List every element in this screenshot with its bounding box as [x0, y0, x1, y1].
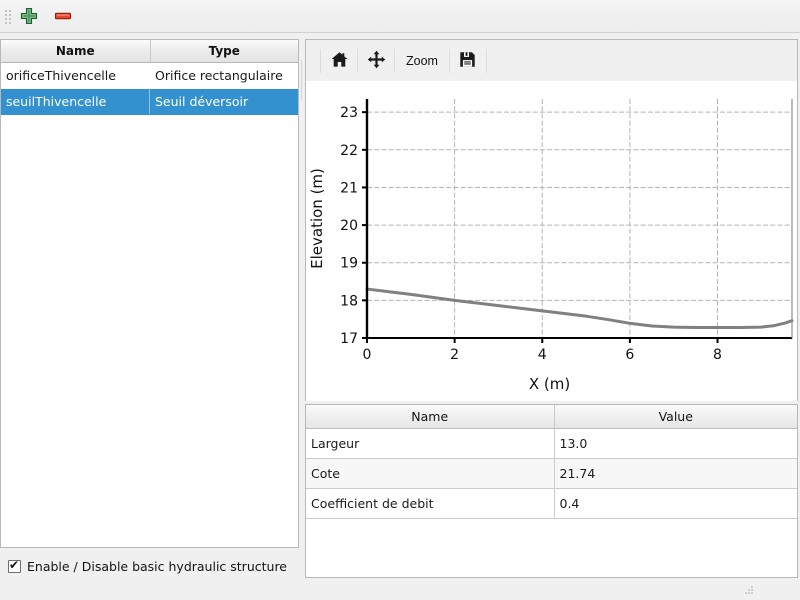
column-header-value[interactable]: Value — [554, 405, 797, 429]
y-tick-label: 22 — [340, 143, 358, 159]
y-tick-label: 21 — [340, 180, 358, 196]
toolbar-separator — [485, 48, 487, 73]
move-arrows-icon — [367, 50, 386, 72]
x-tick-label: 2 — [450, 347, 459, 363]
toolbar-separator — [320, 48, 321, 73]
table-row[interactable]: orificeThivencelle Orifice rectangulaire — [1, 62, 298, 89]
property-value-cell[interactable]: 21.74 — [554, 458, 797, 489]
properties-table: Name Value Largeur 13.0 Cote 21.74 Coeff… — [306, 405, 797, 519]
toolbar-separator — [357, 48, 358, 73]
y-tick-label: 20 — [340, 218, 358, 234]
save-figure-button[interactable] — [453, 47, 483, 75]
plus-icon — [19, 6, 39, 29]
table-header-row: Name Type — [1, 40, 298, 63]
zoom-button[interactable]: Zoom — [398, 47, 446, 75]
home-button[interactable] — [324, 47, 354, 75]
y-tick-label: 17 — [340, 331, 358, 347]
table-row[interactable]: seuilThivencelle Seuil déversoir — [1, 88, 298, 115]
table-header-row: Name Value — [306, 405, 797, 429]
series-terrain-profile — [365, 287, 794, 329]
home-icon — [330, 50, 349, 72]
y-tick-label: 18 — [340, 293, 358, 309]
property-name-cell: Coefficient de debit — [306, 488, 555, 519]
x-tick-label: 6 — [625, 347, 634, 363]
x-tick-label: 4 — [538, 347, 547, 363]
property-name-cell: Largeur — [306, 428, 555, 459]
property-value-cell[interactable]: 0.4 — [554, 488, 797, 519]
toolbar-separator — [448, 48, 450, 73]
structure-type-cell[interactable]: Seuil déversoir — [150, 88, 298, 115]
property-name-cell: Cote — [306, 458, 555, 489]
structure-name-cell[interactable]: orificeThivencelle — [1, 62, 150, 89]
property-value-cell[interactable]: 13.0 — [554, 428, 797, 459]
chart-panel: Zoom 17 18 19 20 21 22 23 0 2 4 6 8 X (m) Eleva — [305, 39, 798, 401]
column-header-type[interactable]: Type — [150, 40, 298, 63]
enable-structure-label: Enable / Disable basic hydraulic structu… — [27, 559, 287, 574]
enable-structure-checkbox-row[interactable]: Enable / Disable basic hydraulic structu… — [8, 558, 287, 574]
y-tick-label: 19 — [340, 256, 358, 272]
x-axis-label: X (m) — [529, 375, 570, 393]
structure-name-cell[interactable]: seuilThivencelle — [1, 88, 150, 115]
structures-table-panel[interactable]: Name Type orificeThivencelle Orifice rec… — [0, 39, 299, 548]
y-axis-label: Elevation (m) — [308, 168, 326, 269]
table-row[interactable]: Cote 21.74 — [306, 458, 797, 489]
minus-icon — [53, 6, 73, 29]
floppy-save-icon — [458, 50, 477, 72]
x-tick-label: 0 — [363, 347, 372, 363]
table-row[interactable]: Largeur 13.0 — [306, 428, 797, 459]
add-structure-button[interactable] — [18, 6, 40, 28]
drag-handle-icon[interactable] — [5, 8, 11, 26]
elevation-profile-plot[interactable]: 17 18 19 20 21 22 23 0 2 4 6 8 X (m) Elevation (m) — [306, 81, 797, 401]
window-resize-grip[interactable] — [745, 586, 753, 596]
column-header-name[interactable]: Name — [306, 405, 555, 429]
column-header-name[interactable]: Name — [1, 40, 151, 63]
structures-table: Name Type orificeThivencelle Orifice rec… — [1, 40, 298, 115]
remove-structure-button[interactable] — [52, 6, 74, 28]
pan-button[interactable] — [361, 47, 391, 75]
panel-splitter-handle[interactable] — [300, 60, 304, 100]
properties-panel[interactable]: Name Value Largeur 13.0 Cote 21.74 Coeff… — [305, 404, 798, 578]
table-row[interactable]: Coefficient de debit 0.4 — [306, 488, 797, 519]
x-tick-label: 8 — [713, 347, 722, 363]
structure-type-cell[interactable]: Orifice rectangulaire — [150, 62, 298, 89]
toolbar-separator — [394, 48, 395, 73]
y-tick-label: 23 — [340, 105, 358, 121]
checkbox-checked-icon[interactable] — [8, 558, 21, 573]
structures-toolbar — [0, 0, 800, 33]
plot-canvas: 17 18 19 20 21 22 23 0 2 4 6 8 X (m) Elevation (m) — [308, 99, 794, 393]
matplotlib-navigation-toolbar: Zoom — [306, 40, 797, 81]
